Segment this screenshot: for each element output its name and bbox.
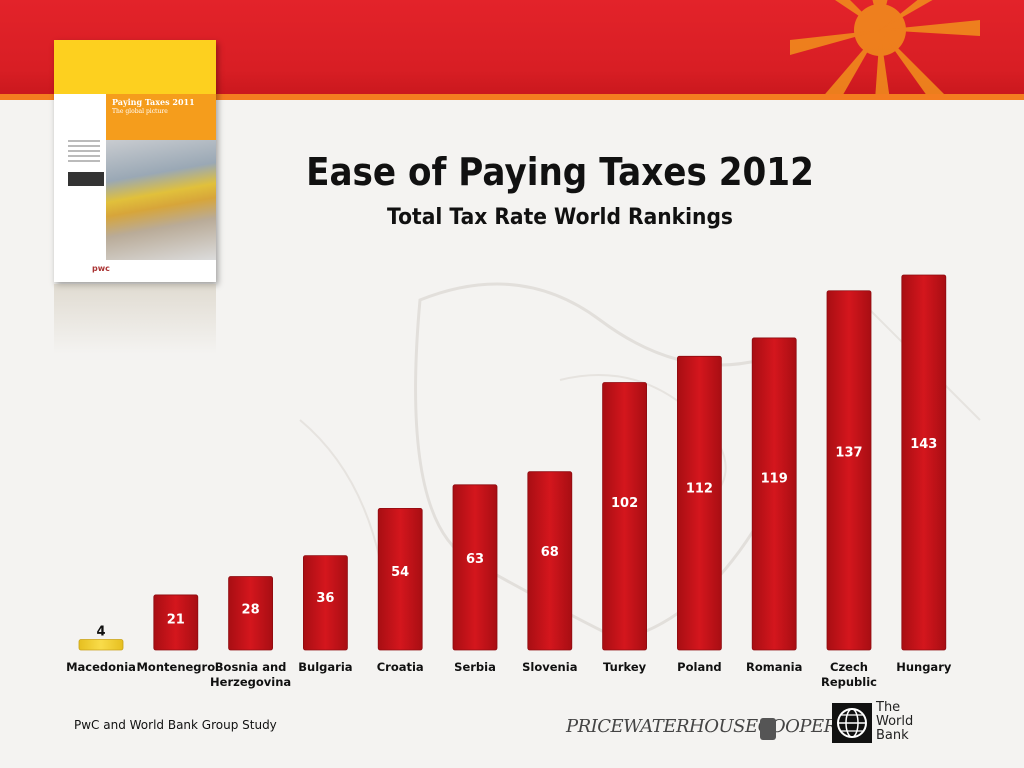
world-bank-line-2: World [876,714,914,729]
bar-montenegro [153,594,199,651]
value-label: 119 [761,471,788,486]
cover-ifc-logo-icon [68,172,104,186]
value-label: 68 [541,545,559,560]
bar-croatia [377,507,423,651]
category-label: Republic [821,675,877,689]
bar-romania [751,337,797,651]
cover-photo [106,140,216,260]
category-label: Hungary [896,660,952,674]
category-label: Croatia [377,660,424,674]
bar-poland [677,355,722,651]
value-label: 102 [611,496,638,511]
category-label: Herzegovina [210,675,291,689]
value-label: 54 [391,565,409,580]
category-label: Macedonia [66,660,136,674]
category-label: Bosnia and [215,660,287,674]
world-bank-line-1: The [876,700,901,715]
cover-body-text [68,140,100,165]
bar-bosnia-and-herzegovina [228,576,274,651]
value-label: 63 [466,552,484,567]
chart-title: Ease of Paying Taxes 2012 [306,150,814,194]
value-label: 36 [316,591,334,606]
pwc-mark-icon [760,718,776,740]
value-label: 4 [96,625,105,640]
value-label: 28 [242,603,260,618]
bar-czech-republic [826,290,872,651]
category-label: Turkey [603,660,647,674]
value-label: 112 [686,481,713,496]
category-label: Slovenia [522,660,577,674]
category-label: Czech [830,660,868,674]
cover-brand: pwc [92,264,110,273]
cover-reflection [54,284,216,354]
bar-hungary [901,274,947,651]
bar-turkey [602,382,647,651]
category-label: Romania [746,660,802,674]
category-label: Montenegro [136,660,215,674]
value-label: 137 [835,445,862,460]
cover-top-block [54,40,216,94]
cover-title: Paying Taxes 2011 [112,97,195,107]
world-bank-logo-text: The World Bank [876,701,936,743]
value-label: 21 [167,613,185,628]
category-label: Serbia [454,660,496,674]
report-cover-image: Paying Taxes 2011 The global picture pwc [54,40,216,282]
world-bank-line-3: Bank [876,728,909,743]
bar-macedonia [78,639,124,651]
chart-subtitle: Total Tax Rate World Rankings [387,205,733,230]
footer-source: PwC and World Bank Group Study [74,718,277,732]
world-bank-globe-icon [832,703,872,743]
sun-emblem-icon [790,0,980,100]
banner-stripe [0,94,1024,100]
category-label: Bulgaria [298,660,352,674]
bar-slovenia [527,471,573,651]
value-label: 143 [910,437,937,452]
bar-bulgaria [302,555,348,651]
pwc-logo: PRICEWATERHOUSECOOPERS [566,716,849,737]
cover-subtitle: The global picture [112,108,168,115]
bar-serbia [452,484,498,651]
category-label: Poland [677,660,721,674]
